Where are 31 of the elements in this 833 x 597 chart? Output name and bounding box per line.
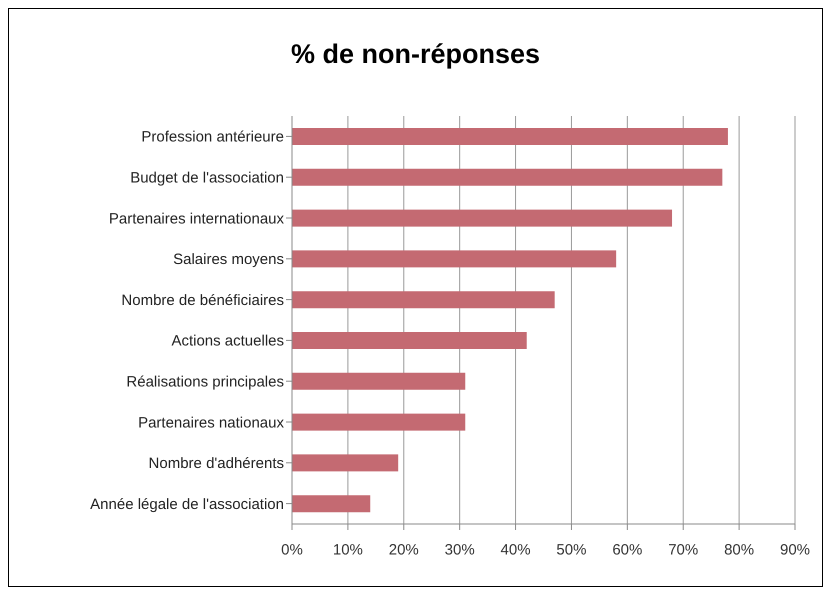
bar (292, 414, 466, 431)
bar (292, 454, 398, 472)
bar (292, 250, 616, 268)
x-tick-label: 10% (332, 542, 363, 559)
bar (292, 168, 722, 186)
bar (292, 332, 527, 349)
y-tick-label: Réalisations principales (126, 374, 284, 391)
x-tick-label: 40% (500, 542, 531, 559)
x-tick-label: 0% (281, 542, 303, 559)
y-tick-label: Partenaires nationaux (138, 414, 284, 432)
bar (292, 495, 370, 512)
bar (292, 128, 728, 145)
y-tick-label: Nombre d'adhérents (148, 455, 284, 472)
y-tick-label: Nombre de bénéficiaires (121, 292, 284, 309)
bar (292, 210, 672, 227)
x-tick-label: 20% (388, 542, 419, 559)
y-tick-label: Profession antérieure (141, 128, 284, 146)
x-tick-label: 80% (724, 542, 754, 559)
y-tick-label: Budget de l'association (130, 170, 284, 187)
y-tick-label: Salaires moyens (173, 251, 284, 268)
bar (292, 372, 466, 390)
y-tick-label: Actions actuelles (171, 332, 284, 350)
chart-title: % de non-réponses (290, 39, 542, 70)
x-tick-label: 30% (444, 542, 475, 559)
x-tick-label: 60% (612, 542, 642, 559)
y-tick-label: Partenaires internationaux (108, 210, 284, 228)
bar (292, 291, 555, 308)
x-tick-label: 90% (780, 542, 810, 559)
y-tick-label: Année légale de l'association (90, 496, 284, 513)
x-tick-label: 50% (556, 542, 586, 559)
x-tick-label: 70% (668, 542, 698, 559)
